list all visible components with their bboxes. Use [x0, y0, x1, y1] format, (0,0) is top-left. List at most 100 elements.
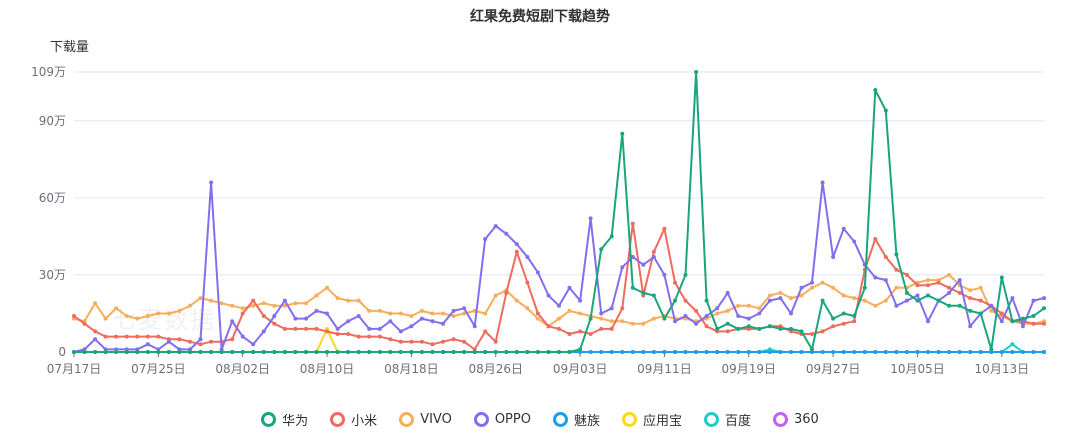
data-point: [472, 350, 477, 354]
data-point: [145, 334, 150, 339]
data-point: [968, 350, 973, 354]
data-point: [567, 332, 572, 336]
data-point: [599, 350, 604, 354]
data-point: [599, 247, 604, 252]
data-point: [209, 350, 214, 354]
data-point: [862, 285, 867, 290]
data-point: [767, 350, 772, 354]
data-point: [451, 337, 456, 342]
x-tick-label: 10月05日: [890, 362, 945, 376]
data-point: [209, 180, 214, 185]
data-point: [767, 298, 772, 303]
legend-item[interactable]: 百度: [704, 410, 751, 429]
data-point: [894, 303, 899, 308]
data-point: [599, 311, 604, 316]
data-point: [820, 329, 825, 334]
data-point: [694, 308, 699, 313]
data-point: [683, 298, 688, 303]
x-tick-label: 09月11日: [637, 362, 692, 376]
data-point: [282, 326, 287, 331]
data-point: [335, 296, 340, 301]
data-point: [989, 347, 994, 352]
data-point: [356, 350, 361, 354]
data-point: [261, 301, 266, 306]
data-point: [504, 350, 509, 354]
data-point: [230, 303, 235, 308]
data-point: [704, 324, 709, 329]
x-tick-label: 07月17日: [47, 362, 102, 376]
data-point: [1031, 321, 1036, 326]
data-point: [188, 339, 192, 344]
data-point: [852, 314, 857, 318]
legend-item[interactable]: 360: [773, 410, 819, 429]
data-point: [451, 308, 456, 313]
data-point: [103, 334, 108, 339]
data-point: [493, 293, 498, 298]
data-point: [641, 290, 646, 295]
data-point: [578, 298, 583, 303]
data-point: [609, 234, 614, 239]
data-point: [810, 280, 814, 285]
data-point: [989, 308, 994, 313]
legend-label: 华为: [282, 414, 309, 429]
data-point: [430, 342, 435, 347]
data-point: [314, 293, 319, 298]
legend-marker-icon: [399, 412, 415, 427]
data-point: [673, 350, 677, 354]
legend-item[interactable]: OPPO: [473, 410, 531, 429]
data-point: [230, 319, 235, 324]
data-point: [514, 298, 519, 303]
data-point: [894, 267, 899, 272]
data-point: [451, 350, 456, 354]
legend-item[interactable]: 小米: [330, 410, 377, 429]
data-point: [156, 334, 161, 339]
series-line: [74, 327, 1044, 353]
legend-marker-icon: [621, 412, 637, 427]
legend-item[interactable]: 华为: [261, 410, 308, 429]
data-point: [841, 293, 846, 298]
legend-label: 应用宝: [642, 414, 682, 429]
data-point: [535, 350, 540, 354]
data-point: [388, 350, 393, 354]
data-point: [778, 296, 783, 301]
chart-title: 红果免费短剧下载趋势: [470, 9, 610, 25]
legend: 华为 小米 VIVO OPPO 魅族 应用宝 百度 360: [0, 410, 1080, 429]
data-point: [240, 334, 245, 339]
data-point: [894, 285, 899, 290]
data-point: [103, 350, 108, 354]
data-point: [557, 326, 561, 331]
legend-item[interactable]: 应用宝: [621, 410, 682, 429]
data-point: [1010, 319, 1015, 324]
legend-item[interactable]: VIVO: [399, 410, 452, 429]
data-point: [398, 329, 403, 334]
data-point: [841, 350, 846, 354]
data-point: [251, 350, 256, 354]
data-point: [198, 296, 203, 301]
data-point: [662, 226, 667, 231]
data-point: [831, 285, 836, 290]
data-point: [978, 311, 983, 316]
data-point: [462, 339, 467, 344]
data-point: [609, 350, 614, 354]
data-point: [599, 316, 604, 321]
data-point: [304, 326, 308, 331]
data-point: [926, 278, 930, 283]
data-point: [978, 298, 983, 303]
data-point: [451, 314, 456, 318]
legend-item[interactable]: 魅族: [552, 410, 600, 429]
data-point: [630, 221, 635, 226]
data-point: [525, 306, 530, 311]
data-point: [251, 298, 256, 303]
data-point: [472, 324, 477, 329]
data-point: [156, 311, 161, 316]
data-point: [335, 350, 340, 354]
data-point: [831, 324, 836, 329]
x-tick-label: 09月03日: [553, 362, 608, 376]
data-point: [694, 350, 699, 354]
data-point: [367, 326, 372, 331]
data-point: [114, 350, 119, 354]
data-point: [282, 303, 287, 308]
data-point: [957, 278, 962, 283]
data-point: [293, 301, 298, 306]
legend-marker-icon: [773, 412, 789, 427]
